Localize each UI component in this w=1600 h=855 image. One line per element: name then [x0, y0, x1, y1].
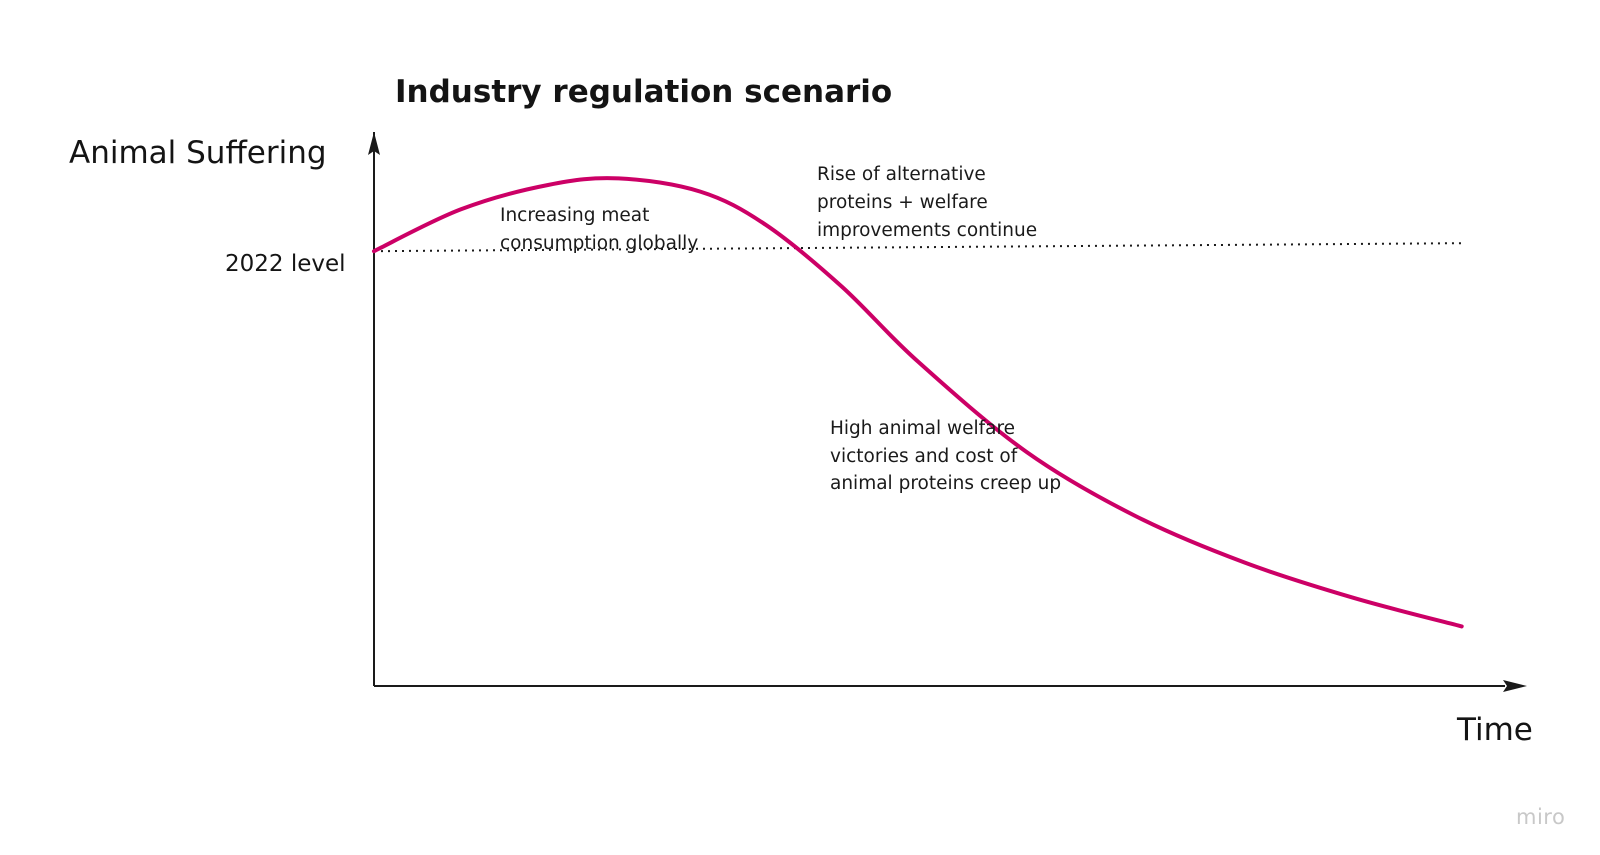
y-axis-label: Animal Suffering [69, 135, 327, 171]
miro-watermark: miro [1516, 805, 1566, 829]
annotation-line: proteins + welfare [817, 192, 988, 213]
annotation-alternative-proteins: Rise of alternative proteins + welfare i… [817, 161, 1037, 245]
annotation-line: victories and cost of [830, 445, 1018, 467]
reference-line-label: 2022 level [225, 251, 346, 277]
annotation-line: animal proteins creep up [830, 473, 1062, 494]
series-line [372, 176, 1464, 629]
annotation-welfare-victories: High animal welfare victories and cost o… [830, 415, 1061, 498]
x-axis-arrowhead [1503, 680, 1527, 692]
annotation-line: improvements continue [817, 220, 1038, 241]
chart-title: Industry regulation scenario [395, 74, 893, 110]
annotation-line: High animal welfare [830, 418, 1016, 439]
annotation-increasing-meat: Increasing meat consumption globally [500, 202, 698, 258]
annotation-line: Rise of alternative [817, 164, 986, 185]
annotation-line: Increasing meat [500, 205, 650, 226]
y-axis-arrowhead [368, 132, 380, 155]
x-axis-label: Time [1457, 712, 1533, 748]
annotation-line: consumption globally [500, 233, 699, 254]
